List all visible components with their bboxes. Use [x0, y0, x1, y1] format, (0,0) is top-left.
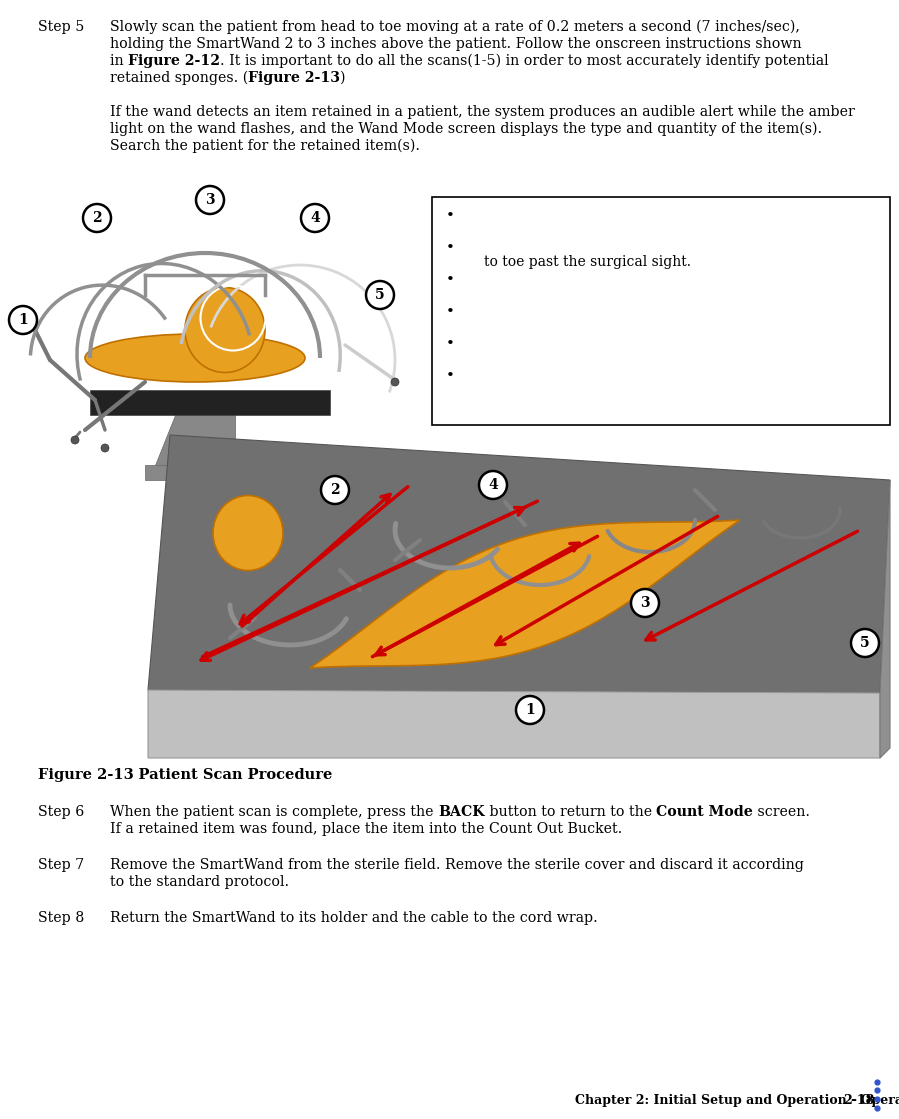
Text: at a: at a: [611, 337, 647, 351]
Text: Scan at a: Scan at a: [480, 273, 550, 286]
Text: 5: 5: [860, 636, 870, 650]
Circle shape: [631, 589, 659, 617]
Text: Hold the wand: Hold the wand: [466, 209, 574, 223]
Text: Step 7: Step 7: [38, 858, 85, 872]
Text: 2: 2: [601, 337, 611, 351]
Text: Chapter 2: Initial Setup and Operation - Operations: Chapter 2: Initial Setup and Operation -…: [575, 1094, 899, 1107]
Text: Step 5: Step 5: [38, 20, 85, 34]
Text: Starting at: Starting at: [481, 241, 561, 255]
Text: 45 degree: 45 degree: [647, 337, 725, 351]
Text: •: •: [446, 273, 455, 286]
Text: 45 degree: 45 degree: [550, 273, 628, 286]
Text: holding the SmartWand 2 to 3 inches above the patient. Follow the onscreen instr: holding the SmartWand 2 to 3 inches abov…: [110, 37, 802, 51]
Text: angle to the patient.: angle to the patient.: [628, 273, 776, 286]
Text: 1: 1: [18, 313, 28, 327]
Text: Scan opposite of: Scan opposite of: [481, 337, 601, 351]
Text: If a retained item was found, place the item into the Count Out Bucket.: If a retained item was found, place the …: [110, 822, 622, 836]
Text: 2: 2: [466, 273, 480, 286]
Text: •: •: [446, 305, 455, 319]
Text: Parallel: Parallel: [520, 305, 580, 319]
Text: •: •: [446, 241, 455, 255]
Text: 5: 5: [466, 369, 480, 383]
Text: 2: 2: [93, 211, 102, 225]
Text: 7: 7: [635, 223, 644, 237]
Text: 3: 3: [466, 305, 480, 319]
Text: BACK: BACK: [438, 805, 485, 819]
Text: at: at: [611, 369, 634, 383]
Text: .: .: [719, 369, 724, 383]
Text: Patient Scan Procedure: Patient Scan Procedure: [118, 768, 333, 782]
Text: in: in: [110, 54, 129, 68]
Text: If the wand detects an item retained in a patient, the system produces an audibl: If the wand detects an item retained in …: [110, 105, 855, 119]
Text: inches above the patient while: inches above the patient while: [599, 209, 819, 223]
Text: button to return to the: button to return to the: [485, 805, 656, 819]
Text: 1: 1: [525, 703, 535, 717]
Text: •: •: [446, 369, 455, 383]
Text: angle.: angle.: [725, 337, 777, 351]
Text: light on the wand flashes, and the Wand Mode screen displays the type and quanti: light on the wand flashes, and the Wand …: [110, 122, 822, 137]
Text: Search the patient for the retained item(s).: Search the patient for the retained item…: [110, 139, 420, 153]
Polygon shape: [90, 391, 330, 415]
Text: 1: 1: [601, 369, 611, 383]
Text: to toe past the surgical sight.: to toe past the surgical sight.: [484, 255, 691, 269]
Text: to the patient.: to the patient.: [580, 305, 684, 319]
Polygon shape: [310, 520, 740, 668]
Circle shape: [321, 476, 349, 504]
Circle shape: [516, 696, 544, 724]
Circle shape: [479, 471, 507, 499]
Polygon shape: [880, 480, 890, 758]
Text: 4: 4: [488, 478, 498, 492]
Ellipse shape: [85, 333, 305, 382]
FancyBboxPatch shape: [432, 197, 890, 425]
Circle shape: [391, 378, 399, 386]
Polygon shape: [155, 415, 235, 466]
Text: 4: 4: [310, 211, 320, 225]
Polygon shape: [148, 435, 890, 693]
Text: 1: 1: [466, 241, 481, 255]
Text: Scan opposite of: Scan opposite of: [480, 369, 601, 383]
Text: 3: 3: [640, 596, 650, 610]
Text: Figure 2-13: Figure 2-13: [38, 768, 134, 782]
Polygon shape: [148, 690, 880, 758]
Text: . It is important to do all the scans(1-5) in order to most accurately identify : . It is important to do all the scans(1-…: [220, 54, 829, 68]
Circle shape: [71, 436, 79, 444]
Text: When the patient scan is complete, press the: When the patient scan is complete, press…: [110, 805, 438, 819]
Text: Figure 2-13: Figure 2-13: [248, 70, 340, 85]
Circle shape: [101, 444, 109, 452]
Circle shape: [83, 204, 111, 232]
Text: Step 8: Step 8: [38, 911, 85, 925]
Text: ): ): [340, 70, 346, 85]
Text: Slowly scan the patient from head to toe moving at a rate of 0.2 meters a second: Slowly scan the patient from head to toe…: [110, 20, 800, 35]
Text: 2-18: 2-18: [843, 1094, 874, 1107]
Polygon shape: [145, 466, 265, 480]
Circle shape: [301, 204, 329, 232]
Text: 5: 5: [375, 288, 385, 302]
Text: 90 degrees: 90 degrees: [561, 241, 646, 255]
Text: 2: 2: [330, 483, 340, 497]
Text: •: •: [446, 209, 455, 223]
Text: to the standard protocol.: to the standard protocol.: [110, 875, 289, 888]
Circle shape: [366, 281, 394, 309]
Text: Count Mode: Count Mode: [656, 805, 753, 819]
Text: Step 6: Step 6: [38, 805, 85, 819]
Text: inches a second for each pass.: inches a second for each pass.: [644, 223, 864, 237]
Text: scanning at a rate of: scanning at a rate of: [484, 223, 635, 237]
Text: screen.: screen.: [753, 805, 810, 819]
Text: to the patient, scan from head: to the patient, scan from head: [646, 241, 865, 255]
Circle shape: [196, 186, 224, 214]
Text: Return the SmartWand to its holder and the cable to the cord wrap.: Return the SmartWand to its holder and t…: [110, 911, 598, 925]
Text: Remove the SmartWand from the sterile field. Remove the sterile cover and discar: Remove the SmartWand from the sterile fi…: [110, 858, 804, 872]
Text: 90 degrees: 90 degrees: [634, 369, 719, 383]
Text: 2-3: 2-3: [574, 209, 599, 223]
Text: 4: 4: [466, 337, 481, 351]
Ellipse shape: [185, 288, 265, 373]
Text: •: •: [446, 337, 455, 351]
Circle shape: [851, 629, 879, 657]
Text: retained sponges. (: retained sponges. (: [110, 70, 248, 85]
Ellipse shape: [213, 496, 283, 571]
Text: 3: 3: [205, 192, 215, 207]
Circle shape: [9, 305, 37, 333]
Text: Figure 2-12: Figure 2-12: [129, 54, 220, 68]
Text: Scan: Scan: [480, 305, 520, 319]
